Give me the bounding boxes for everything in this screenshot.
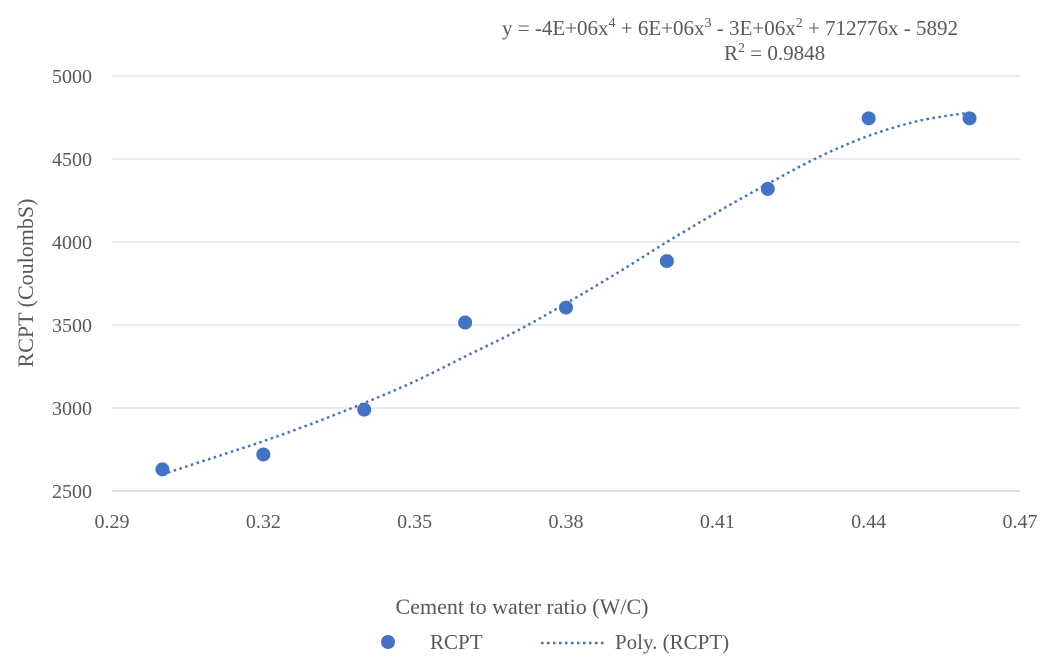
- y-tick-label: 4000: [52, 232, 92, 254]
- trendline: [162, 111, 970, 476]
- y-tick-label: 4500: [52, 149, 92, 171]
- y-tick-label: 2500: [52, 481, 92, 503]
- gridlines: [112, 75, 1020, 409]
- data-point: [962, 111, 977, 126]
- equation-label: y = -4E+06x4 + 6E+06x3 - 3E+06x2 + 71277…: [502, 16, 958, 40]
- y-tick-label: 3500: [52, 315, 92, 337]
- legend-marker-rcpt: [381, 635, 395, 649]
- x-axis-ticks: 0.29 0.32 0.35 0.38 0.41 0.44 0.47: [95, 511, 1038, 533]
- data-point: [659, 254, 674, 269]
- x-tick-label: 0.41: [700, 511, 735, 533]
- data-point: [559, 300, 573, 315]
- y-axis-ticks: 2500 3000 3500 4000 4500 5000: [52, 66, 92, 503]
- x-tick-label: 0.47: [1003, 511, 1038, 533]
- legend: RCPT Poly. (RCPT): [381, 630, 729, 654]
- y-tick-label: 5000: [52, 66, 92, 88]
- x-tick-label: 0.32: [246, 511, 281, 533]
- data-point: [256, 447, 271, 462]
- data-point: [760, 181, 775, 196]
- x-axis-title: Cement to water ratio (W/C): [396, 594, 649, 619]
- x-tick-label: 0.35: [397, 511, 432, 533]
- r-squared-label: R2 = 0.9848: [724, 41, 825, 65]
- x-tick-label: 0.38: [549, 511, 584, 533]
- y-tick-label: 3000: [52, 398, 92, 420]
- data-point: [155, 462, 170, 477]
- legend-label-rcpt: RCPT: [430, 630, 483, 654]
- data-point: [861, 111, 876, 126]
- data-points: [155, 111, 977, 477]
- legend-label-poly: Poly. (RCPT): [615, 630, 729, 654]
- y-axis-title: RCPT (CoulombS): [13, 199, 38, 368]
- data-point: [357, 402, 372, 417]
- data-point: [458, 315, 473, 330]
- x-tick-label: 0.44: [851, 511, 886, 533]
- x-tick-label: 0.29: [95, 511, 130, 533]
